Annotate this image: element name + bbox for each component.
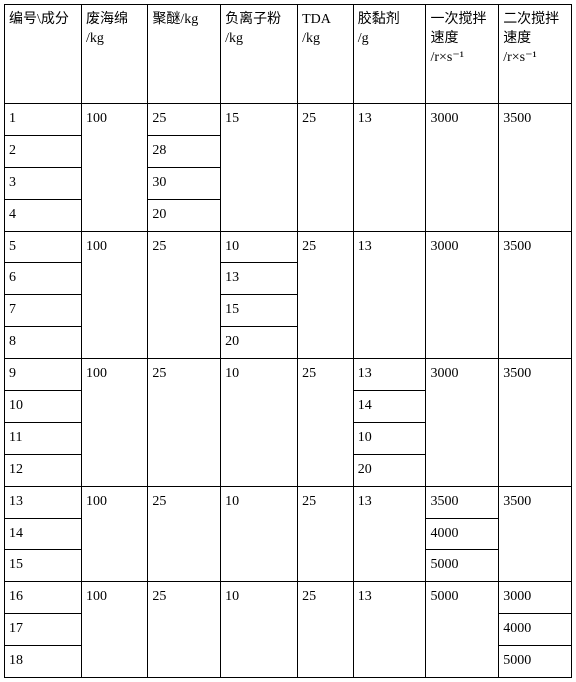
cell-poly: 25 xyxy=(148,104,221,136)
cell-tda: 25 xyxy=(298,486,354,582)
cell-id: 15 xyxy=(5,550,82,582)
cell-neg: 10 xyxy=(221,582,298,678)
cell-id: 13 xyxy=(5,486,82,518)
cell-poly: 25 xyxy=(148,582,221,678)
cell-poly: 25 xyxy=(148,231,221,359)
cell-mix1: 5000 xyxy=(426,550,499,582)
cell-neg: 10 xyxy=(221,486,298,582)
cell-neg: 10 xyxy=(221,359,298,487)
cell-id: 1 xyxy=(5,104,82,136)
col-header-neg: 负离子粉 /kg xyxy=(221,5,298,104)
table-header-row: 编号\成分 废海绵 /kg 聚醚/kg 负离子粉 /kg TDA /kg 胶黏剂… xyxy=(5,5,572,104)
cell-id: 4 xyxy=(5,199,82,231)
table-row: 13 100 25 10 25 13 3500 3500 xyxy=(5,486,572,518)
table-row: 16 100 25 10 25 13 5000 3000 xyxy=(5,582,572,614)
cell-glue: 14 xyxy=(353,391,426,423)
cell-foam: 100 xyxy=(82,582,148,678)
cell-neg: 15 xyxy=(221,295,298,327)
cell-neg: 15 xyxy=(221,104,298,232)
cell-id: 17 xyxy=(5,614,82,646)
table-row: 1 100 25 15 25 13 3000 3500 xyxy=(5,104,572,136)
cell-poly: 25 xyxy=(148,359,221,487)
cell-id: 11 xyxy=(5,422,82,454)
cell-foam: 100 xyxy=(82,231,148,359)
cell-glue: 13 xyxy=(353,582,426,678)
cell-mix1: 3000 xyxy=(426,104,499,232)
cell-id: 12 xyxy=(5,454,82,486)
cell-mix2: 3500 xyxy=(499,359,572,487)
cell-mix1: 3000 xyxy=(426,359,499,487)
table-row: 9 100 25 10 25 13 3000 3500 xyxy=(5,359,572,391)
cell-mix2: 3500 xyxy=(499,231,572,359)
col-header-mix1: 一次搅拌速度 /r×s⁻¹ xyxy=(426,5,499,104)
cell-glue: 20 xyxy=(353,454,426,486)
cell-id: 7 xyxy=(5,295,82,327)
cell-mix2: 3500 xyxy=(499,486,572,582)
col-header-glue: 胶黏剂 /g xyxy=(353,5,426,104)
cell-neg: 20 xyxy=(221,327,298,359)
cell-id: 10 xyxy=(5,391,82,423)
cell-tda: 25 xyxy=(298,582,354,678)
col-header-foam: 废海绵 /kg xyxy=(82,5,148,104)
cell-id: 18 xyxy=(5,646,82,678)
cell-glue: 13 xyxy=(353,359,426,391)
cell-foam: 100 xyxy=(82,486,148,582)
cell-glue: 13 xyxy=(353,104,426,232)
cell-poly: 28 xyxy=(148,135,221,167)
cell-id: 2 xyxy=(5,135,82,167)
cell-foam: 100 xyxy=(82,359,148,487)
cell-poly: 20 xyxy=(148,199,221,231)
cell-mix2: 5000 xyxy=(499,646,572,678)
col-header-poly: 聚醚/kg xyxy=(148,5,221,104)
cell-neg: 13 xyxy=(221,263,298,295)
cell-mix1: 3500 xyxy=(426,486,499,518)
cell-mix2: 3500 xyxy=(499,104,572,232)
experiment-table: 编号\成分 废海绵 /kg 聚醚/kg 负离子粉 /kg TDA /kg 胶黏剂… xyxy=(4,4,572,678)
cell-glue: 10 xyxy=(353,422,426,454)
cell-glue: 13 xyxy=(353,231,426,359)
col-header-mix2: 二次搅拌速度 /r×s⁻¹ xyxy=(499,5,572,104)
col-header-tda: TDA /kg xyxy=(298,5,354,104)
cell-tda: 25 xyxy=(298,359,354,487)
cell-id: 8 xyxy=(5,327,82,359)
cell-mix2: 3000 xyxy=(499,582,572,614)
cell-mix1: 3000 xyxy=(426,231,499,359)
cell-tda: 25 xyxy=(298,104,354,232)
cell-mix1: 4000 xyxy=(426,518,499,550)
cell-poly: 30 xyxy=(148,167,221,199)
cell-id: 16 xyxy=(5,582,82,614)
cell-mix1: 5000 xyxy=(426,582,499,678)
table-row: 5 100 25 10 25 13 3000 3500 xyxy=(5,231,572,263)
cell-id: 6 xyxy=(5,263,82,295)
cell-tda: 25 xyxy=(298,231,354,359)
col-header-id: 编号\成分 xyxy=(5,5,82,104)
cell-foam: 100 xyxy=(82,104,148,232)
cell-id: 9 xyxy=(5,359,82,391)
cell-poly: 25 xyxy=(148,486,221,582)
cell-id: 5 xyxy=(5,231,82,263)
cell-mix2: 4000 xyxy=(499,614,572,646)
cell-id: 3 xyxy=(5,167,82,199)
cell-id: 14 xyxy=(5,518,82,550)
cell-neg: 10 xyxy=(221,231,298,263)
cell-glue: 13 xyxy=(353,486,426,582)
